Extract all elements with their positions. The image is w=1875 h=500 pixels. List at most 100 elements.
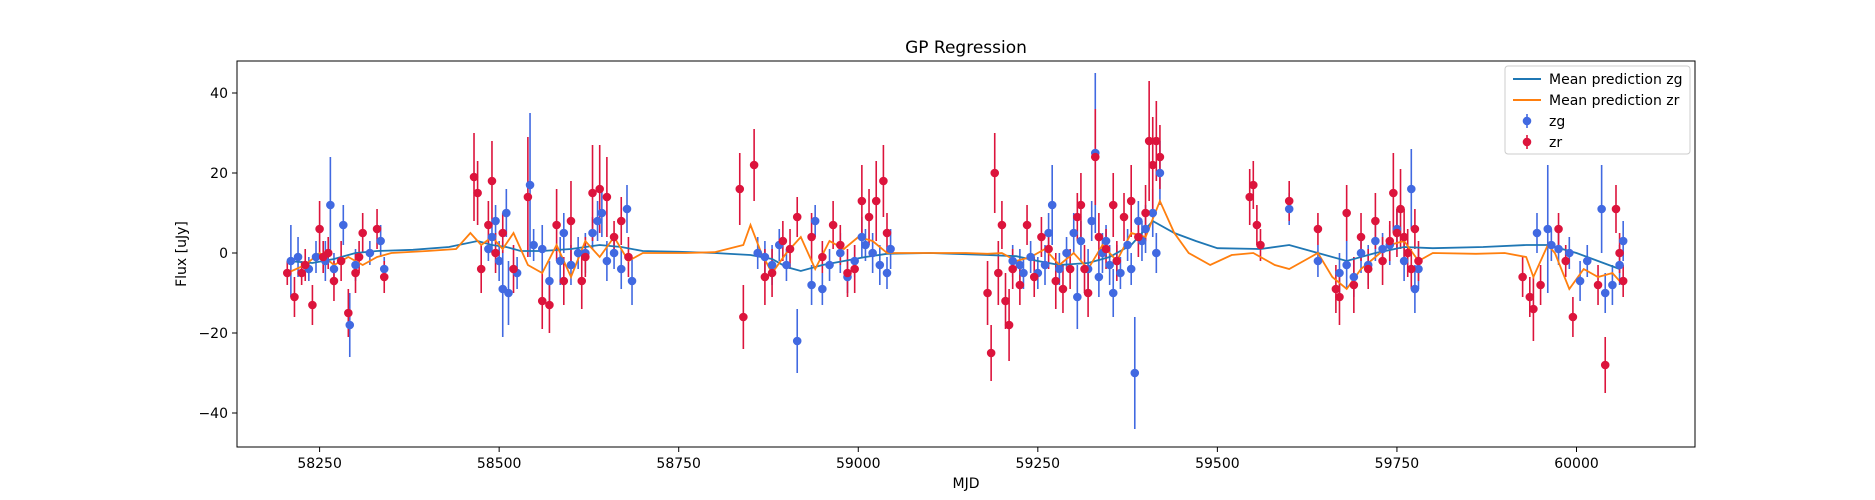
zr-point — [552, 220, 561, 230]
zg-point — [1087, 216, 1096, 226]
zr-point — [818, 252, 827, 262]
zr-point — [767, 268, 777, 278]
zr-point — [1029, 272, 1039, 282]
zg-point — [1547, 240, 1556, 250]
zr-point — [1108, 200, 1118, 210]
zr-point — [323, 248, 333, 258]
zr-point — [1529, 304, 1538, 314]
zr-point — [857, 196, 867, 206]
zr-point — [581, 252, 590, 262]
zg-point — [326, 200, 335, 210]
zg-point — [1069, 228, 1079, 238]
zr-point — [545, 300, 554, 310]
zr-point — [566, 216, 576, 226]
zr-point — [1101, 244, 1111, 254]
zg-point — [311, 252, 321, 262]
zr-point — [828, 220, 838, 230]
zg-point — [559, 228, 569, 238]
y-axis: −40 −20 0 20 40 — [198, 86, 237, 422]
zr-point — [354, 252, 364, 262]
zr-point — [487, 176, 497, 186]
zg-point — [1356, 248, 1366, 258]
zg-point — [573, 248, 583, 258]
zg-point — [1008, 256, 1017, 266]
zr-point — [871, 196, 881, 206]
zg-point — [850, 256, 859, 266]
zr-point — [1065, 264, 1075, 274]
zg-point — [753, 248, 763, 258]
zr-point — [735, 184, 745, 194]
zr-point — [1015, 280, 1025, 290]
zg-point — [792, 336, 802, 346]
y-tick-label: 40 — [210, 86, 228, 102]
zr-point — [1256, 240, 1265, 250]
zg-point — [345, 320, 355, 330]
zr-point — [609, 232, 619, 242]
zr-point — [1536, 280, 1545, 290]
zg-point — [1123, 240, 1132, 250]
zr-point — [498, 228, 508, 238]
zr-point — [1407, 264, 1416, 274]
zg-point — [338, 220, 348, 230]
zg-point — [1378, 244, 1387, 254]
zr-point — [1001, 296, 1010, 306]
zg-point — [484, 244, 493, 254]
zg-point — [1141, 224, 1150, 234]
zr-point — [1090, 152, 1100, 162]
zr-point — [1141, 208, 1150, 218]
zg-point — [1618, 236, 1628, 246]
zr-point — [1378, 256, 1387, 266]
zr-point — [986, 348, 996, 358]
zr-point — [997, 220, 1007, 230]
zr-point — [882, 228, 892, 238]
zg-point — [593, 216, 602, 226]
zr-point — [1410, 224, 1420, 234]
zg-point — [782, 260, 791, 270]
zr-point — [778, 236, 788, 246]
zg-point — [491, 216, 500, 226]
zg-point — [818, 284, 827, 294]
zr-point — [1554, 224, 1563, 234]
zr-point — [1076, 200, 1086, 210]
zg-point — [616, 264, 626, 274]
zr-point — [792, 212, 802, 222]
y-tick-label: −20 — [198, 326, 228, 342]
zr-point — [1518, 272, 1527, 282]
zr-point — [1342, 208, 1351, 218]
zr-point — [994, 268, 1003, 278]
zr-point — [1252, 220, 1262, 230]
zr-point — [1073, 212, 1082, 222]
x-tick-label: 58750 — [656, 456, 701, 472]
zr-point — [1134, 232, 1143, 242]
zg-point — [1108, 288, 1118, 298]
zr-point — [491, 248, 500, 258]
zg-point — [1116, 268, 1125, 278]
zg-point — [886, 244, 895, 254]
zg-point — [329, 264, 339, 274]
zg-point — [1608, 280, 1617, 290]
zr-point — [749, 160, 759, 170]
x-tick-label: 59500 — [1195, 456, 1240, 472]
zg-point — [1349, 272, 1359, 282]
zr-point — [1593, 280, 1603, 290]
zg-point — [609, 248, 619, 258]
zg-point — [566, 260, 576, 270]
zr-point — [473, 188, 482, 198]
zr-points — [282, 136, 1628, 370]
zg-point — [602, 256, 612, 266]
legend: Mean prediction zg Mean prediction zr zg… — [1504, 65, 1691, 155]
zr-errorbars — [286, 81, 1624, 393]
zg-point — [1284, 204, 1294, 214]
zr-point — [850, 264, 859, 274]
zr-point — [308, 300, 317, 310]
zg-point — [760, 252, 770, 262]
zg-point — [529, 240, 538, 250]
zg-point — [1414, 264, 1423, 274]
legend-box — [1504, 65, 1691, 155]
zg-point — [1565, 248, 1574, 258]
zg-point — [622, 204, 632, 214]
zr-point — [282, 268, 292, 278]
zg-point — [504, 288, 513, 298]
zg-point — [376, 236, 385, 246]
